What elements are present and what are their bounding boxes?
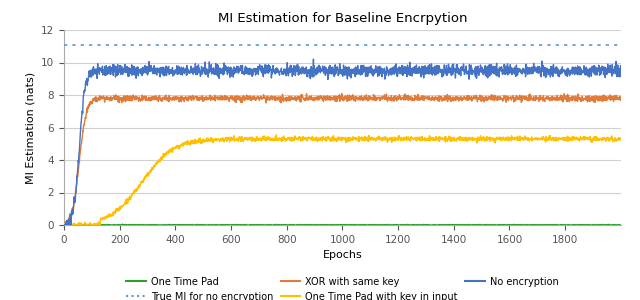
Title: MI Estimation for Baseline Encrpytion: MI Estimation for Baseline Encrpytion	[218, 12, 467, 25]
X-axis label: Epochs: Epochs	[323, 250, 362, 260]
Y-axis label: MI Estimation (nats): MI Estimation (nats)	[26, 71, 35, 184]
Legend: One Time Pad, True MI for no encryption, XOR with same key, One Time Pad with ke: One Time Pad, True MI for no encryption,…	[122, 273, 563, 300]
